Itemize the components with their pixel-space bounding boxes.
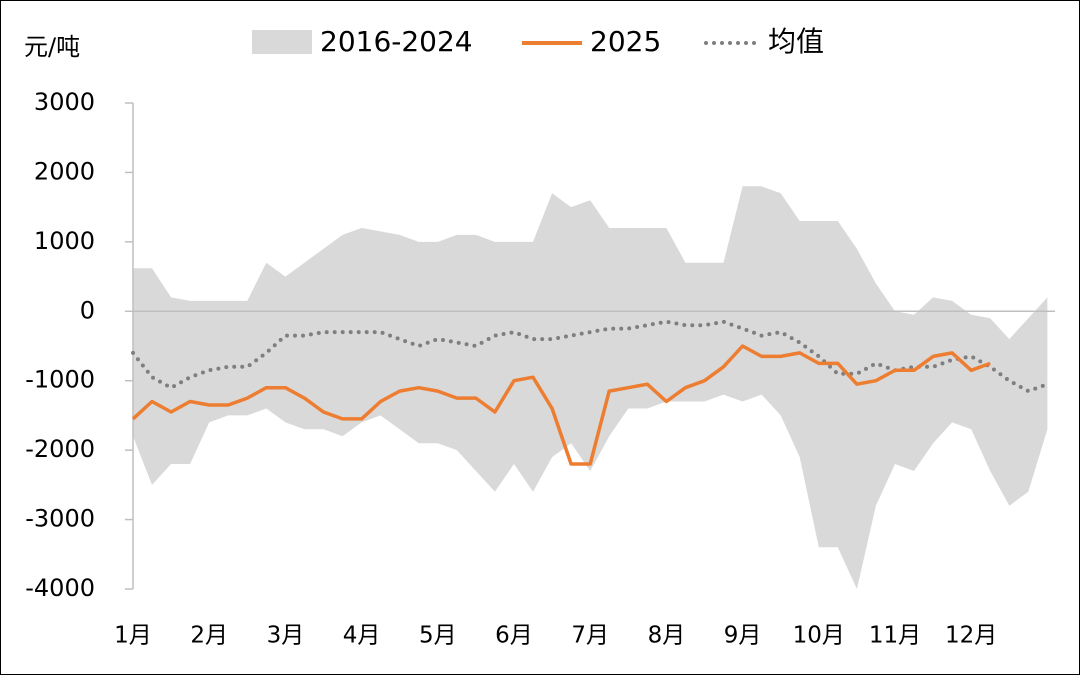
- x-tick-label: 2月: [190, 623, 228, 649]
- y-tick-label: 0: [80, 296, 95, 324]
- x-tick-label: 3月: [267, 623, 305, 649]
- x-tick-label: 6月: [495, 623, 533, 649]
- legend-swatch: [252, 30, 312, 54]
- legend-label: 2016-2024: [320, 25, 473, 58]
- legend-label: 均值: [768, 25, 824, 58]
- x-tick-label: 7月: [571, 623, 609, 649]
- line-2025: [131, 344, 991, 466]
- x-tick-label: 10月: [793, 623, 845, 649]
- legend-label: 2025: [590, 25, 661, 58]
- x-tick-label: 4月: [343, 623, 381, 649]
- x-tick-label: 11月: [869, 623, 921, 649]
- y-tick-label: -4000: [25, 574, 95, 602]
- x-tick-label: 5月: [419, 623, 457, 649]
- y-tick-label: -3000: [25, 505, 95, 533]
- y-tick-label: 3000: [34, 88, 95, 116]
- y-tick-label: -2000: [25, 435, 95, 463]
- y-tick-label: -1000: [25, 366, 95, 394]
- x-tick-label: 1月: [114, 623, 152, 649]
- y-axis-label: 元/吨: [24, 33, 80, 61]
- y-tick-label: 2000: [34, 157, 95, 185]
- x-tick-label: 8月: [648, 623, 686, 649]
- x-tick-label: 12月: [945, 623, 997, 649]
- plot-area: -4000 -3000 -2000 -1000 0 1000 2000 3000 1月 2月 3月 4…: [25, 88, 1055, 649]
- range-area: [133, 186, 1048, 590]
- x-tick-label: 9月: [724, 623, 762, 649]
- y-tick-label: 1000: [34, 227, 95, 255]
- legend: 2016-2024 2025 均值: [252, 25, 824, 58]
